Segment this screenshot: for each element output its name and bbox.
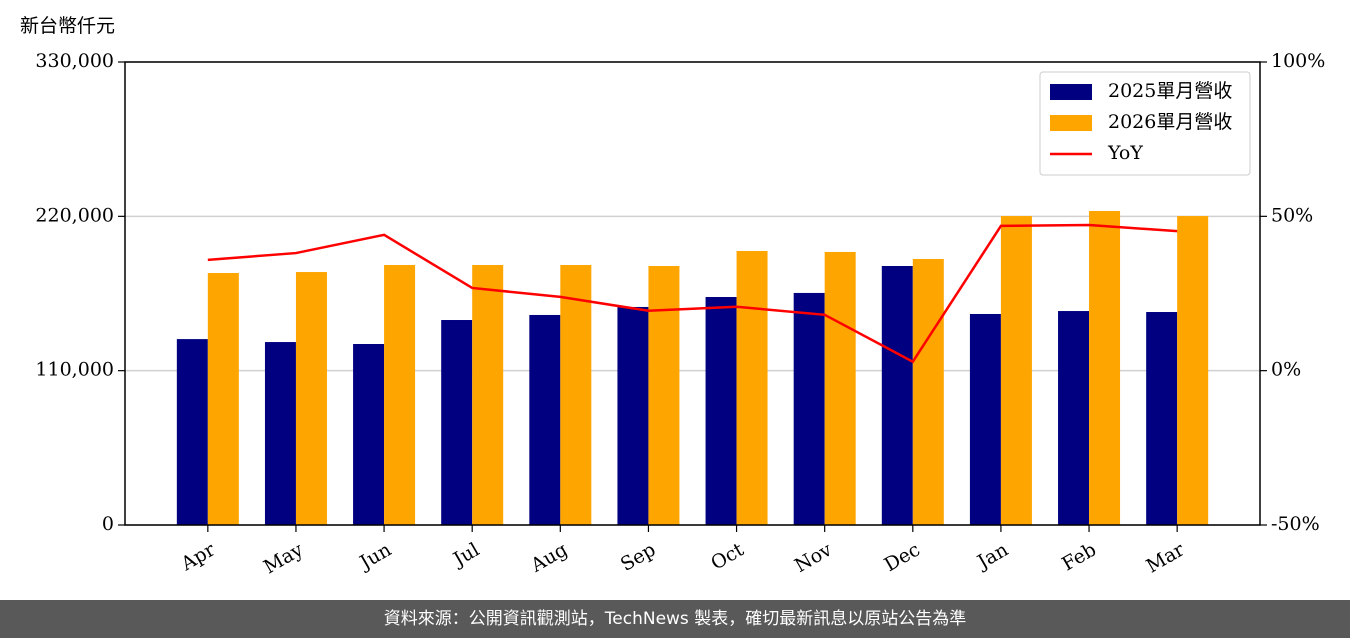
x-tick-label: Oct xyxy=(707,538,748,574)
chart: 新台幣仟元 0 110,000 220,000 330,000 -50% 0% 50% 100… xyxy=(20,15,1325,578)
y-axis-unit: 新台幣仟元 xyxy=(20,15,115,37)
x-tick-label: Nov xyxy=(791,538,836,577)
bar xyxy=(617,306,649,525)
bar xyxy=(912,258,944,525)
legend-swatch xyxy=(1050,115,1092,131)
x-tick-label: Feb xyxy=(1058,539,1100,576)
legend-swatch xyxy=(1050,84,1092,100)
legend-box xyxy=(1039,71,1251,176)
bar xyxy=(1058,311,1090,525)
legend-label: 2026單月營收 xyxy=(1108,111,1232,133)
bar xyxy=(560,265,592,525)
x-tick-label: Sep xyxy=(617,539,660,576)
line xyxy=(207,223,1178,364)
x-tick-label: Jul xyxy=(448,539,483,572)
x-tick-label: Jan xyxy=(972,539,1012,575)
bar xyxy=(881,266,913,525)
bar xyxy=(648,266,680,525)
bar xyxy=(1089,211,1121,525)
bar xyxy=(207,273,239,525)
bar xyxy=(824,251,856,525)
bar xyxy=(264,342,296,525)
bar xyxy=(529,314,561,525)
bar xyxy=(793,292,825,525)
bar xyxy=(1000,216,1032,525)
bar xyxy=(441,320,473,525)
x-tick-label: Aug xyxy=(526,539,571,578)
y-tick-label: 330,000 xyxy=(35,50,114,72)
y-tick-label: 0 xyxy=(102,513,114,535)
x-tick-label: May xyxy=(260,538,307,578)
y-tick-label: 110,000 xyxy=(35,359,114,381)
x-tick-label: Apr xyxy=(177,538,220,575)
bar xyxy=(295,272,327,525)
bar xyxy=(1177,216,1209,525)
bar xyxy=(736,250,768,526)
legend-label: YoY xyxy=(1107,142,1143,164)
bar xyxy=(969,313,1001,525)
y-tick-label: 220,000 xyxy=(35,204,114,226)
bar xyxy=(472,265,504,525)
x-tick-label: Dec xyxy=(881,539,924,577)
bar xyxy=(1146,312,1178,525)
bar xyxy=(353,344,385,525)
plot-frame xyxy=(124,61,1261,526)
x-tick-label: Jun xyxy=(355,539,396,575)
bar xyxy=(705,297,737,525)
y2-tick-label: -50% xyxy=(1271,513,1320,535)
x-tick-label: Mar xyxy=(1143,538,1189,577)
y2-tick-label: 50% xyxy=(1271,204,1313,226)
legend-label: 2025單月營收 xyxy=(1108,80,1232,102)
bar xyxy=(176,339,208,525)
y2-tick-label: 0% xyxy=(1271,359,1301,381)
bar xyxy=(384,265,416,525)
y2-tick-label: 100% xyxy=(1271,50,1325,72)
source-footer: 資料來源：公開資訊觀測站，TechNews 製表，確切最新訊息以原站公告為準 xyxy=(0,600,1350,638)
